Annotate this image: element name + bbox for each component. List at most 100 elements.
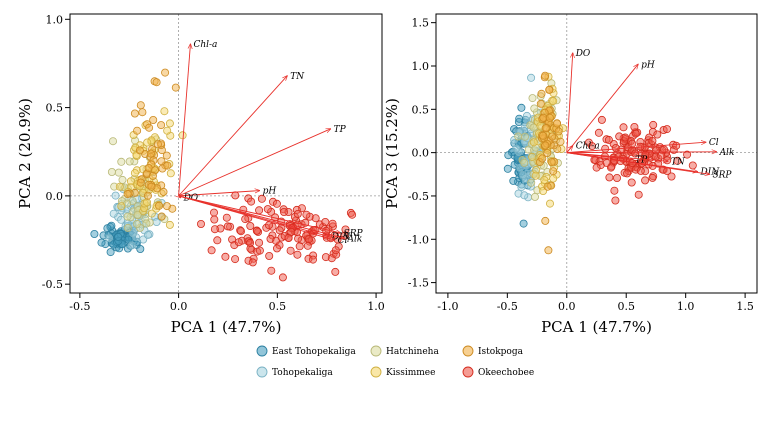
legend-label: Okeechobee	[478, 368, 534, 378]
loading-label-alk: Alk	[346, 234, 362, 244]
data-point	[129, 229, 138, 238]
data-point	[539, 131, 548, 140]
y-tick-label: 0.0	[412, 147, 430, 160]
data-point	[605, 173, 614, 182]
data-point	[602, 158, 611, 167]
data-point	[295, 242, 304, 251]
data-point	[556, 137, 565, 146]
data-point	[549, 167, 558, 176]
data-point	[166, 169, 175, 178]
data-point	[541, 124, 550, 133]
loading-label-cl: Cl	[338, 236, 348, 246]
data-point	[148, 171, 157, 180]
data-point	[139, 235, 148, 244]
loading-label-tn: TN	[671, 157, 686, 167]
data-point	[125, 157, 134, 166]
data-point	[90, 229, 99, 238]
data-point	[267, 266, 276, 275]
legend-label: Istokpoga	[478, 347, 524, 357]
data-point	[321, 217, 330, 226]
y-tick-label: -1.5	[408, 277, 429, 290]
data-point	[159, 187, 168, 196]
data-point	[588, 142, 597, 151]
data-point	[630, 123, 639, 132]
legend-marker	[370, 345, 382, 357]
data-point	[328, 219, 337, 228]
data-point	[663, 125, 672, 134]
loading-label-srp: SRP	[344, 229, 364, 239]
data-point	[611, 196, 620, 205]
scatter-points	[503, 71, 697, 255]
data-point	[117, 215, 126, 224]
loading-arrow-srp	[566, 152, 710, 175]
data-point	[519, 170, 528, 179]
data-point	[248, 258, 257, 267]
loading-label-ph: pH	[641, 60, 655, 70]
loading-label-srp: SRP	[712, 170, 732, 180]
legend: East Tohopekaliga Hatchineha Istokpoga Toho…	[256, 345, 534, 378]
data-point	[115, 182, 124, 191]
loading-arrow-alk	[178, 195, 345, 238]
x-tick-label: 0.0	[170, 300, 188, 313]
loading-arrow-tn	[566, 152, 668, 162]
data-point	[545, 113, 554, 122]
data-point	[210, 215, 219, 224]
data-point	[178, 131, 187, 140]
data-point	[157, 121, 166, 130]
loading-label-ph: pH	[263, 187, 277, 197]
loading-label-tn: TN	[290, 72, 305, 82]
data-point	[162, 151, 171, 160]
data-point	[597, 115, 606, 124]
data-point	[683, 150, 692, 159]
data-point	[294, 234, 303, 243]
legend-label: Tohopekaliga	[272, 368, 333, 378]
data-point	[544, 246, 553, 255]
legend-label: Hatchineha	[386, 347, 439, 357]
plot-frame	[69, 13, 383, 294]
data-point	[257, 194, 266, 203]
data-point	[627, 178, 636, 187]
legend-marker	[256, 366, 268, 378]
legend-marker	[462, 366, 474, 378]
data-point	[503, 164, 512, 173]
legend-item-kissimmee: Kissimmee	[370, 366, 435, 378]
data-point	[222, 213, 231, 222]
data-point	[133, 126, 142, 135]
x-tick-label: -0.5	[497, 300, 518, 313]
data-point	[673, 156, 682, 165]
data-point	[548, 132, 557, 141]
data-point	[549, 97, 558, 106]
data-point	[255, 238, 264, 247]
data-point	[648, 136, 657, 145]
y-tick-label: -0.5	[408, 190, 429, 203]
data-point	[348, 210, 357, 219]
data-point	[545, 85, 554, 94]
scatter-points	[90, 68, 357, 282]
data-point	[143, 191, 152, 200]
legend-marker	[370, 366, 382, 378]
data-point	[529, 138, 538, 147]
data-point	[132, 219, 141, 228]
data-point	[541, 71, 550, 80]
loading-arrow-srp	[178, 195, 341, 233]
legend-item-tohopekaliga: Tohopekaliga	[256, 366, 333, 378]
loading-arrow-chl-a	[178, 44, 191, 196]
data-point	[161, 68, 170, 77]
data-point	[117, 202, 126, 211]
data-point	[241, 215, 250, 224]
data-point	[649, 120, 658, 129]
data-point	[144, 163, 153, 172]
data-point	[105, 234, 114, 243]
data-point	[209, 208, 218, 217]
data-point	[311, 214, 320, 223]
data-point	[601, 144, 610, 153]
data-point	[136, 101, 145, 110]
data-point	[623, 169, 632, 178]
legend-item-istokpoga: Istokpoga	[462, 345, 524, 357]
data-point	[117, 157, 126, 166]
data-point	[528, 152, 537, 161]
loading-arrow-tn	[178, 76, 288, 197]
